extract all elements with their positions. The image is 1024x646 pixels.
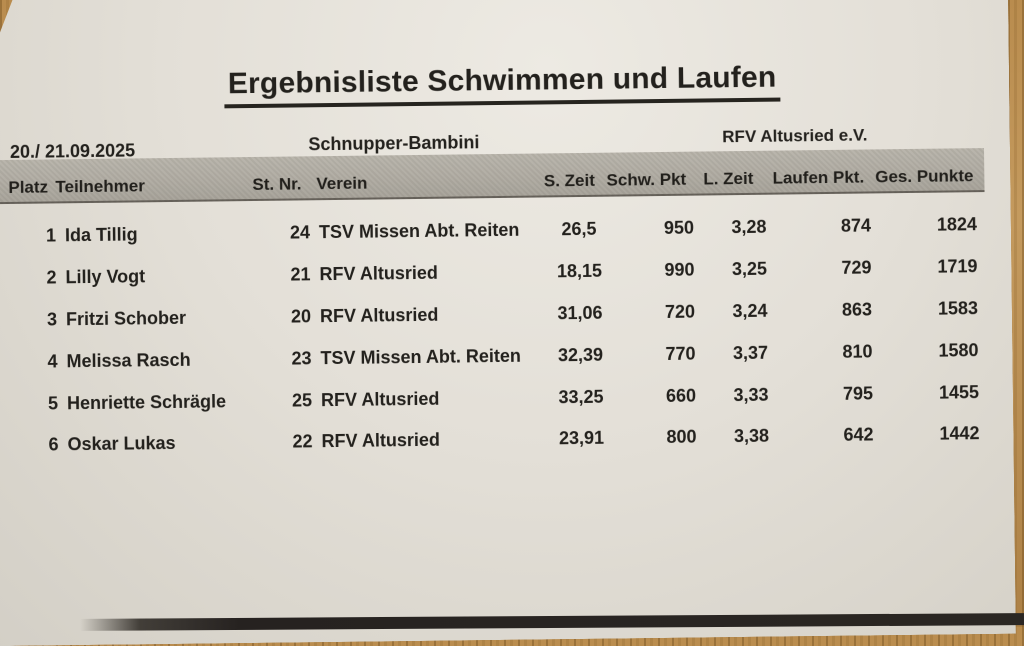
cell-schw-pkt: 660 <box>665 385 697 406</box>
cell-platz: 4 <box>47 351 58 372</box>
cell-laufen-pkt: 874 <box>840 215 872 236</box>
cell-st-nr: 22 <box>292 431 313 452</box>
cell-s-zeit: 18,15 <box>556 260 603 282</box>
cell-platz: 1 <box>45 225 57 246</box>
cell-st-nr: 21 <box>290 264 311 285</box>
cell-s-zeit: 23,91 <box>558 427 605 449</box>
cell-ges-punkte: 1583 <box>937 298 979 319</box>
cell-verein: RFV Altusried <box>321 429 441 452</box>
cell-s-zeit: 32,39 <box>557 344 604 366</box>
cell-teilnehmer: Ida Tillig <box>64 224 138 246</box>
results-document: Ergebnisliste Schwimmen und Laufen 20./ … <box>0 0 1000 636</box>
cell-schw-pkt: 770 <box>665 343 696 364</box>
cell-verein: TSV Missen Abt. Reiten <box>320 345 521 369</box>
cell-l-zeit: 3,28 <box>731 216 767 238</box>
cell-platz: 2 <box>46 267 57 288</box>
table-row: 2 Lilly Vogt 21 RFV Altusried 18,15 990 … <box>0 256 996 292</box>
table-row: 1 Ida Tillig 24 TSV Missen Abt. Reiten 2… <box>0 214 995 250</box>
cell-teilnehmer: Henriette Schrägle <box>66 391 227 414</box>
cell-verein: RFV Altusried <box>320 388 440 411</box>
cell-laufen-pkt: 729 <box>841 257 872 278</box>
cell-l-zeit: 3,24 <box>732 300 768 322</box>
cell-verein: RFV Altusried <box>319 304 439 327</box>
table-row: 5 Henriette Schrägle 25 RFV Altusried 33… <box>1 382 997 418</box>
cell-st-nr: 20 <box>290 306 312 327</box>
cell-laufen-pkt: 863 <box>841 299 873 320</box>
cell-st-nr: 25 <box>291 390 313 411</box>
cell-schw-pkt: 720 <box>664 301 696 322</box>
cell-platz: 5 <box>47 393 59 414</box>
cell-laufen-pkt: 642 <box>843 424 874 445</box>
cell-ges-punkte: 1824 <box>936 214 978 235</box>
cell-teilnehmer: Oskar Lukas <box>67 432 176 455</box>
cell-ges-punkte: 1455 <box>938 382 980 403</box>
cell-teilnehmer: Lilly Vogt <box>65 266 146 288</box>
table-row: 4 Melissa Rasch 23 TSV Missen Abt. Reite… <box>0 340 996 376</box>
cell-teilnehmer: Fritzi Schober <box>65 307 187 330</box>
cell-schw-pkt: 950 <box>663 217 695 238</box>
cell-verein: TSV Missen Abt. Reiten <box>318 219 520 243</box>
table-row: 6 Oskar Lukas 22 RFV Altusried 23,91 800… <box>1 423 997 459</box>
table-row: 3 Fritzi Schober 20 RFV Altusried 31,06 … <box>0 298 996 334</box>
cell-l-zeit: 3,38 <box>733 425 770 447</box>
cell-l-zeit: 3,33 <box>733 384 769 406</box>
cell-s-zeit: 31,06 <box>557 302 603 324</box>
cell-s-zeit: 33,25 <box>558 386 604 408</box>
cell-platz: 3 <box>46 309 58 330</box>
cell-ges-punkte: 1442 <box>939 423 980 444</box>
cell-ges-punkte: 1719 <box>937 256 978 277</box>
cell-ges-punkte: 1580 <box>938 340 979 361</box>
cell-st-nr: 24 <box>289 222 311 243</box>
cell-schw-pkt: 990 <box>664 259 695 280</box>
cell-l-zeit: 3,25 <box>731 258 768 280</box>
cell-laufen-pkt: 810 <box>842 341 873 362</box>
cell-schw-pkt: 800 <box>666 426 697 447</box>
results-rows: 1 Ida Tillig 24 TSV Missen Abt. Reiten 2… <box>0 0 1000 636</box>
cell-l-zeit: 3,37 <box>732 342 769 364</box>
cell-s-zeit: 26,5 <box>561 218 597 240</box>
cell-platz: 6 <box>48 434 59 455</box>
cell-laufen-pkt: 795 <box>842 383 874 404</box>
cell-verein: RFV Altusried <box>319 262 438 285</box>
cell-st-nr: 23 <box>291 348 312 369</box>
cell-teilnehmer: Melissa Rasch <box>66 349 191 372</box>
